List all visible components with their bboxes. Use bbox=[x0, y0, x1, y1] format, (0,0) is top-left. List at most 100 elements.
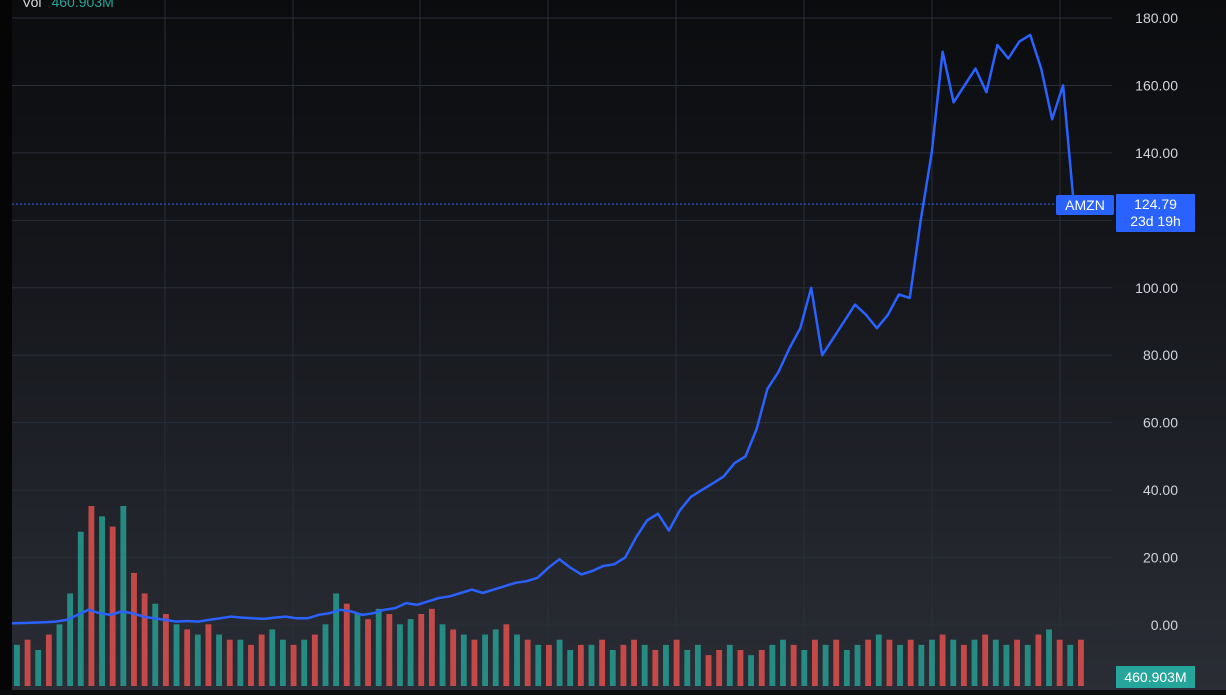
price-series-line[interactable] bbox=[11, 33, 1076, 625]
volume-bar-30 bbox=[333, 593, 340, 686]
volume-bar-95 bbox=[1024, 644, 1031, 686]
volume-bar-25 bbox=[280, 639, 286, 686]
volume-bar-88 bbox=[950, 639, 957, 686]
volume-bar-37 bbox=[407, 619, 414, 686]
volume-bar-18 bbox=[205, 624, 212, 686]
volume-bar-97 bbox=[1046, 629, 1052, 686]
volume-bar-15 bbox=[173, 624, 180, 686]
volume-bar-44 bbox=[482, 634, 489, 686]
volume-bar-5 bbox=[67, 593, 74, 686]
volume-bar-84 bbox=[907, 639, 914, 686]
bar-countdown: 23d 19h bbox=[1130, 213, 1181, 229]
volume-bar-28 bbox=[311, 634, 318, 686]
volume-bar-83 bbox=[897, 644, 903, 686]
volume-bar-81 bbox=[875, 634, 882, 686]
volume-bar-51 bbox=[556, 639, 563, 686]
volume-bar-45 bbox=[492, 629, 499, 686]
volume-bar-38 bbox=[418, 614, 425, 686]
volume-bar-46 bbox=[503, 624, 510, 686]
volume-bar-42 bbox=[460, 634, 467, 686]
volume-bar-10 bbox=[120, 506, 127, 686]
volume-bar-23 bbox=[258, 634, 265, 686]
volume-bar-21 bbox=[237, 639, 244, 686]
volume-bar-86 bbox=[929, 639, 935, 686]
volume-bar-20 bbox=[226, 639, 233, 686]
volume-bar-12 bbox=[141, 593, 148, 686]
volume-bar-33 bbox=[365, 619, 371, 686]
volume-bar-17 bbox=[194, 634, 201, 686]
volume-bar-68 bbox=[737, 650, 744, 686]
y-tick-label-0: 180.00 bbox=[1135, 10, 1178, 26]
volume-bar-47 bbox=[514, 634, 520, 686]
volume-bar-80 bbox=[865, 639, 872, 686]
symbol-tag[interactable]: AMZN bbox=[1056, 195, 1114, 215]
volume-bar-14 bbox=[162, 614, 169, 686]
volume-bar-100 bbox=[1078, 639, 1084, 686]
volume-bar-43 bbox=[471, 639, 478, 686]
volume-bar-29 bbox=[322, 624, 329, 686]
volume-bar-11 bbox=[131, 572, 137, 686]
volume-bar-89 bbox=[960, 644, 967, 686]
volume-bar-27 bbox=[301, 639, 308, 686]
volume-bar-87 bbox=[939, 634, 946, 686]
volume-bar-61 bbox=[663, 644, 669, 686]
volume-bar-58 bbox=[631, 639, 637, 686]
volume-bar-70 bbox=[758, 650, 765, 686]
volume-bar-41 bbox=[450, 629, 457, 686]
y-tick-label-1: 160.00 bbox=[1135, 77, 1178, 93]
volume-bar-24 bbox=[269, 629, 276, 686]
volume-bar-74 bbox=[801, 650, 808, 686]
volume-bar-36 bbox=[397, 624, 403, 686]
volume-bar-90 bbox=[971, 639, 978, 686]
volume-bar-60 bbox=[652, 650, 659, 686]
volume-bar-79 bbox=[854, 644, 861, 686]
volume-bar-32 bbox=[354, 614, 361, 686]
volume-bar-66 bbox=[716, 650, 723, 686]
y-tick-label-5: 80.00 bbox=[1143, 347, 1178, 363]
volume-bar-62 bbox=[673, 639, 680, 686]
volume-bar-77 bbox=[833, 639, 840, 686]
volume-bar-71 bbox=[769, 644, 776, 686]
volume-bar-82 bbox=[886, 639, 893, 686]
volume-bar-6 bbox=[77, 531, 84, 686]
volume-bar-85 bbox=[918, 644, 925, 686]
volume-bar-0 bbox=[14, 644, 20, 686]
volume-value-badge: 460.903M bbox=[1116, 666, 1195, 688]
volume-legend: Vol 460.903M bbox=[22, 0, 114, 10]
volume-bar-78 bbox=[843, 650, 850, 686]
volume-bar-99 bbox=[1067, 644, 1074, 686]
current-price-value: 124.79 bbox=[1134, 196, 1177, 212]
volume-bar-57 bbox=[620, 644, 627, 686]
volume-bar-16 bbox=[184, 629, 191, 686]
volume-bar-54 bbox=[588, 644, 595, 686]
volume-bar-4 bbox=[56, 624, 63, 686]
volume-bar-94 bbox=[1014, 639, 1021, 686]
volume-bar-1 bbox=[24, 639, 31, 686]
volume-bar-93 bbox=[1003, 644, 1010, 686]
y-tick-label-4: 100.00 bbox=[1135, 280, 1178, 296]
volume-bar-22 bbox=[248, 644, 254, 686]
volume-legend-value: 460.903M bbox=[51, 0, 114, 10]
volume-bar-35 bbox=[386, 614, 393, 686]
volume-bar-67 bbox=[726, 644, 733, 686]
y-tick-label-2: 140.00 bbox=[1135, 145, 1178, 161]
volume-bar-50 bbox=[546, 644, 552, 686]
volume-bar-19 bbox=[216, 634, 223, 686]
volume-bar-96 bbox=[1035, 634, 1042, 686]
volume-bar-31 bbox=[343, 603, 350, 686]
volume-bar-39 bbox=[428, 608, 435, 686]
volume-bar-40 bbox=[439, 624, 446, 686]
volume-bar-52 bbox=[567, 650, 574, 686]
volume-bar-69 bbox=[748, 655, 755, 686]
volume-bar-48 bbox=[524, 639, 531, 686]
volume-bar-53 bbox=[577, 644, 584, 686]
volume-bar-73 bbox=[790, 644, 797, 686]
volume-bar-92 bbox=[992, 639, 999, 686]
volume-bar-3 bbox=[45, 634, 52, 686]
volume-bar-2 bbox=[35, 650, 42, 686]
volume-bar-59 bbox=[641, 644, 648, 686]
volume-bar-65 bbox=[705, 655, 712, 686]
volume-bar-9 bbox=[109, 526, 116, 686]
